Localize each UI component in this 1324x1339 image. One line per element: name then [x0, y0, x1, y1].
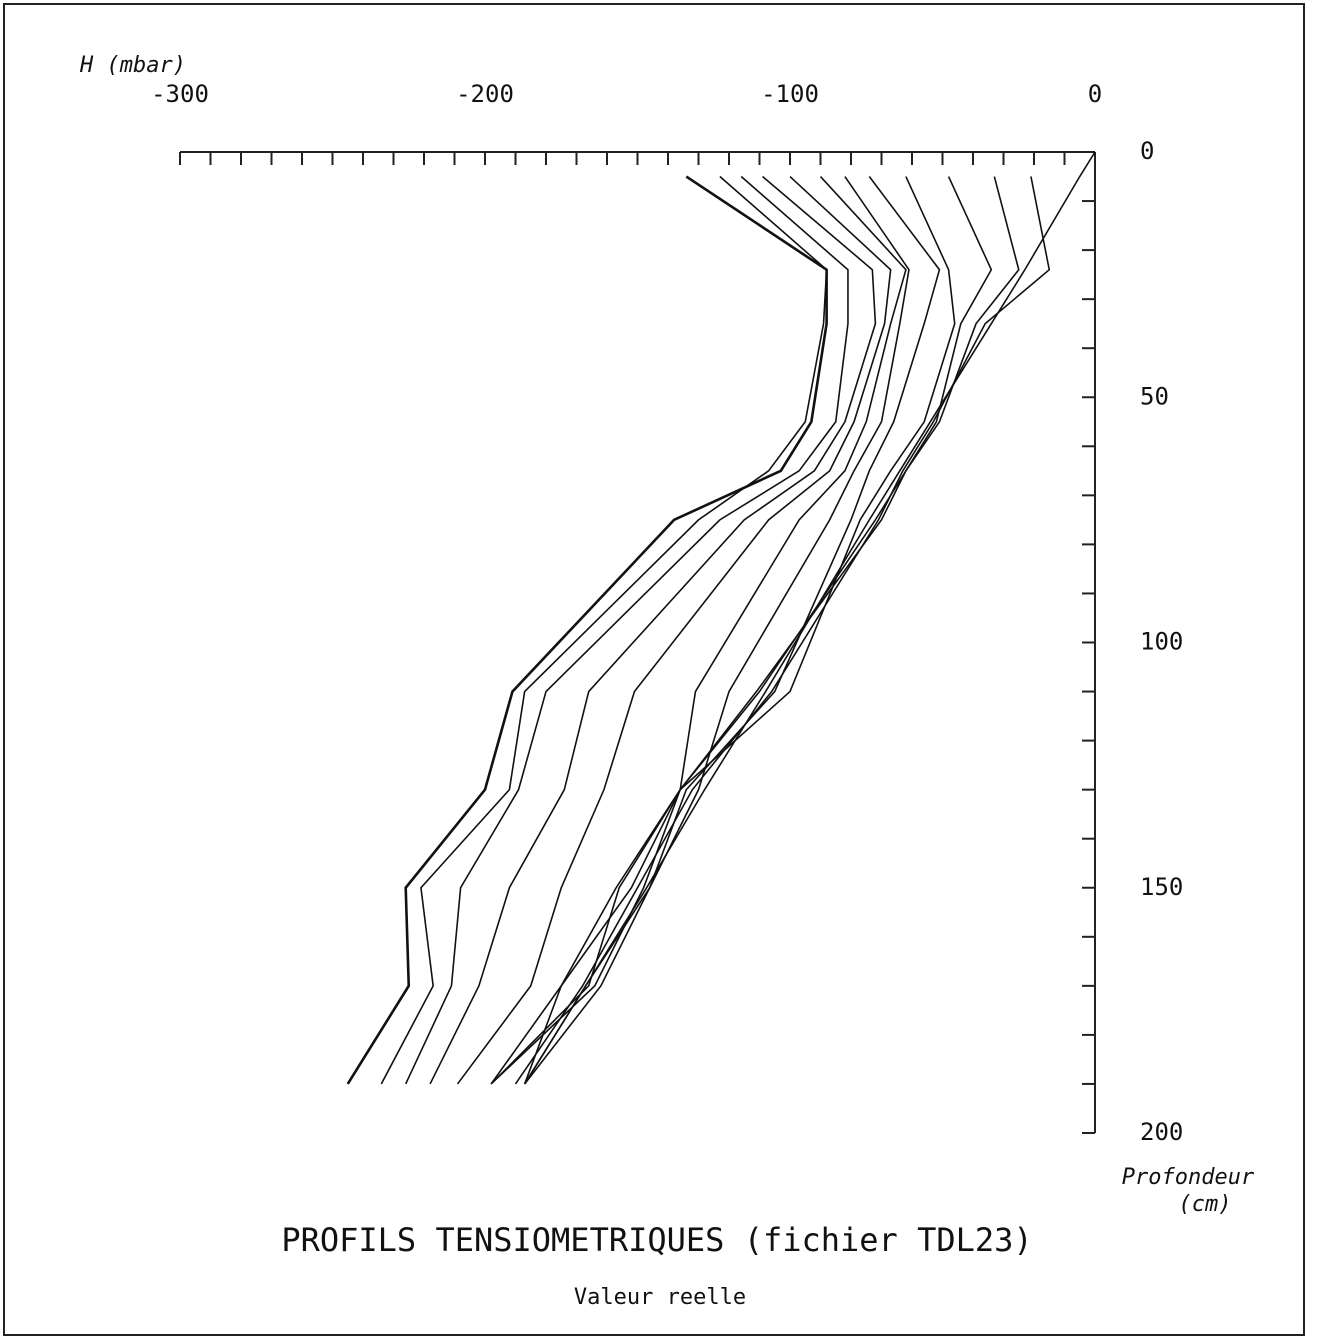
profile-line [523, 151, 1096, 1085]
y-axis-label: (cm) [1179, 1192, 1232, 1217]
profile-line [380, 175, 828, 1085]
profile-line [346, 175, 828, 1085]
y-tick-label: 0 [1140, 137, 1154, 165]
profile-line [429, 175, 877, 1085]
profile-line [404, 175, 849, 1085]
chart-title: PROFILS TENSIOMETRIQUES (fichier TDL23) [281, 1221, 1032, 1259]
y-tick-label: 150 [1140, 873, 1183, 901]
profile-line [490, 176, 956, 1085]
y-tick-label: 200 [1140, 1118, 1183, 1146]
x-axis-label: H (mbar) [79, 53, 186, 78]
profile-line [490, 176, 993, 1085]
profile-line [514, 176, 1051, 1085]
frame [3, 3, 1305, 1336]
profile-line [456, 175, 892, 1085]
x-tick-label: -100 [761, 80, 819, 108]
y-tick-label: 50 [1140, 382, 1169, 410]
x-tick-label: -300 [151, 80, 209, 108]
y-tick-label: 100 [1140, 628, 1183, 656]
chart-subtitle: Valeur reelle [574, 1285, 746, 1310]
y-axis-label: Profondeur [1122, 1165, 1255, 1190]
profile-line [524, 176, 910, 1085]
profile-line [490, 175, 907, 1085]
x-tick-label: 0 [1088, 80, 1102, 108]
profile-line [523, 176, 1020, 1085]
x-tick-label: -200 [456, 80, 514, 108]
profile-line [523, 176, 941, 1085]
